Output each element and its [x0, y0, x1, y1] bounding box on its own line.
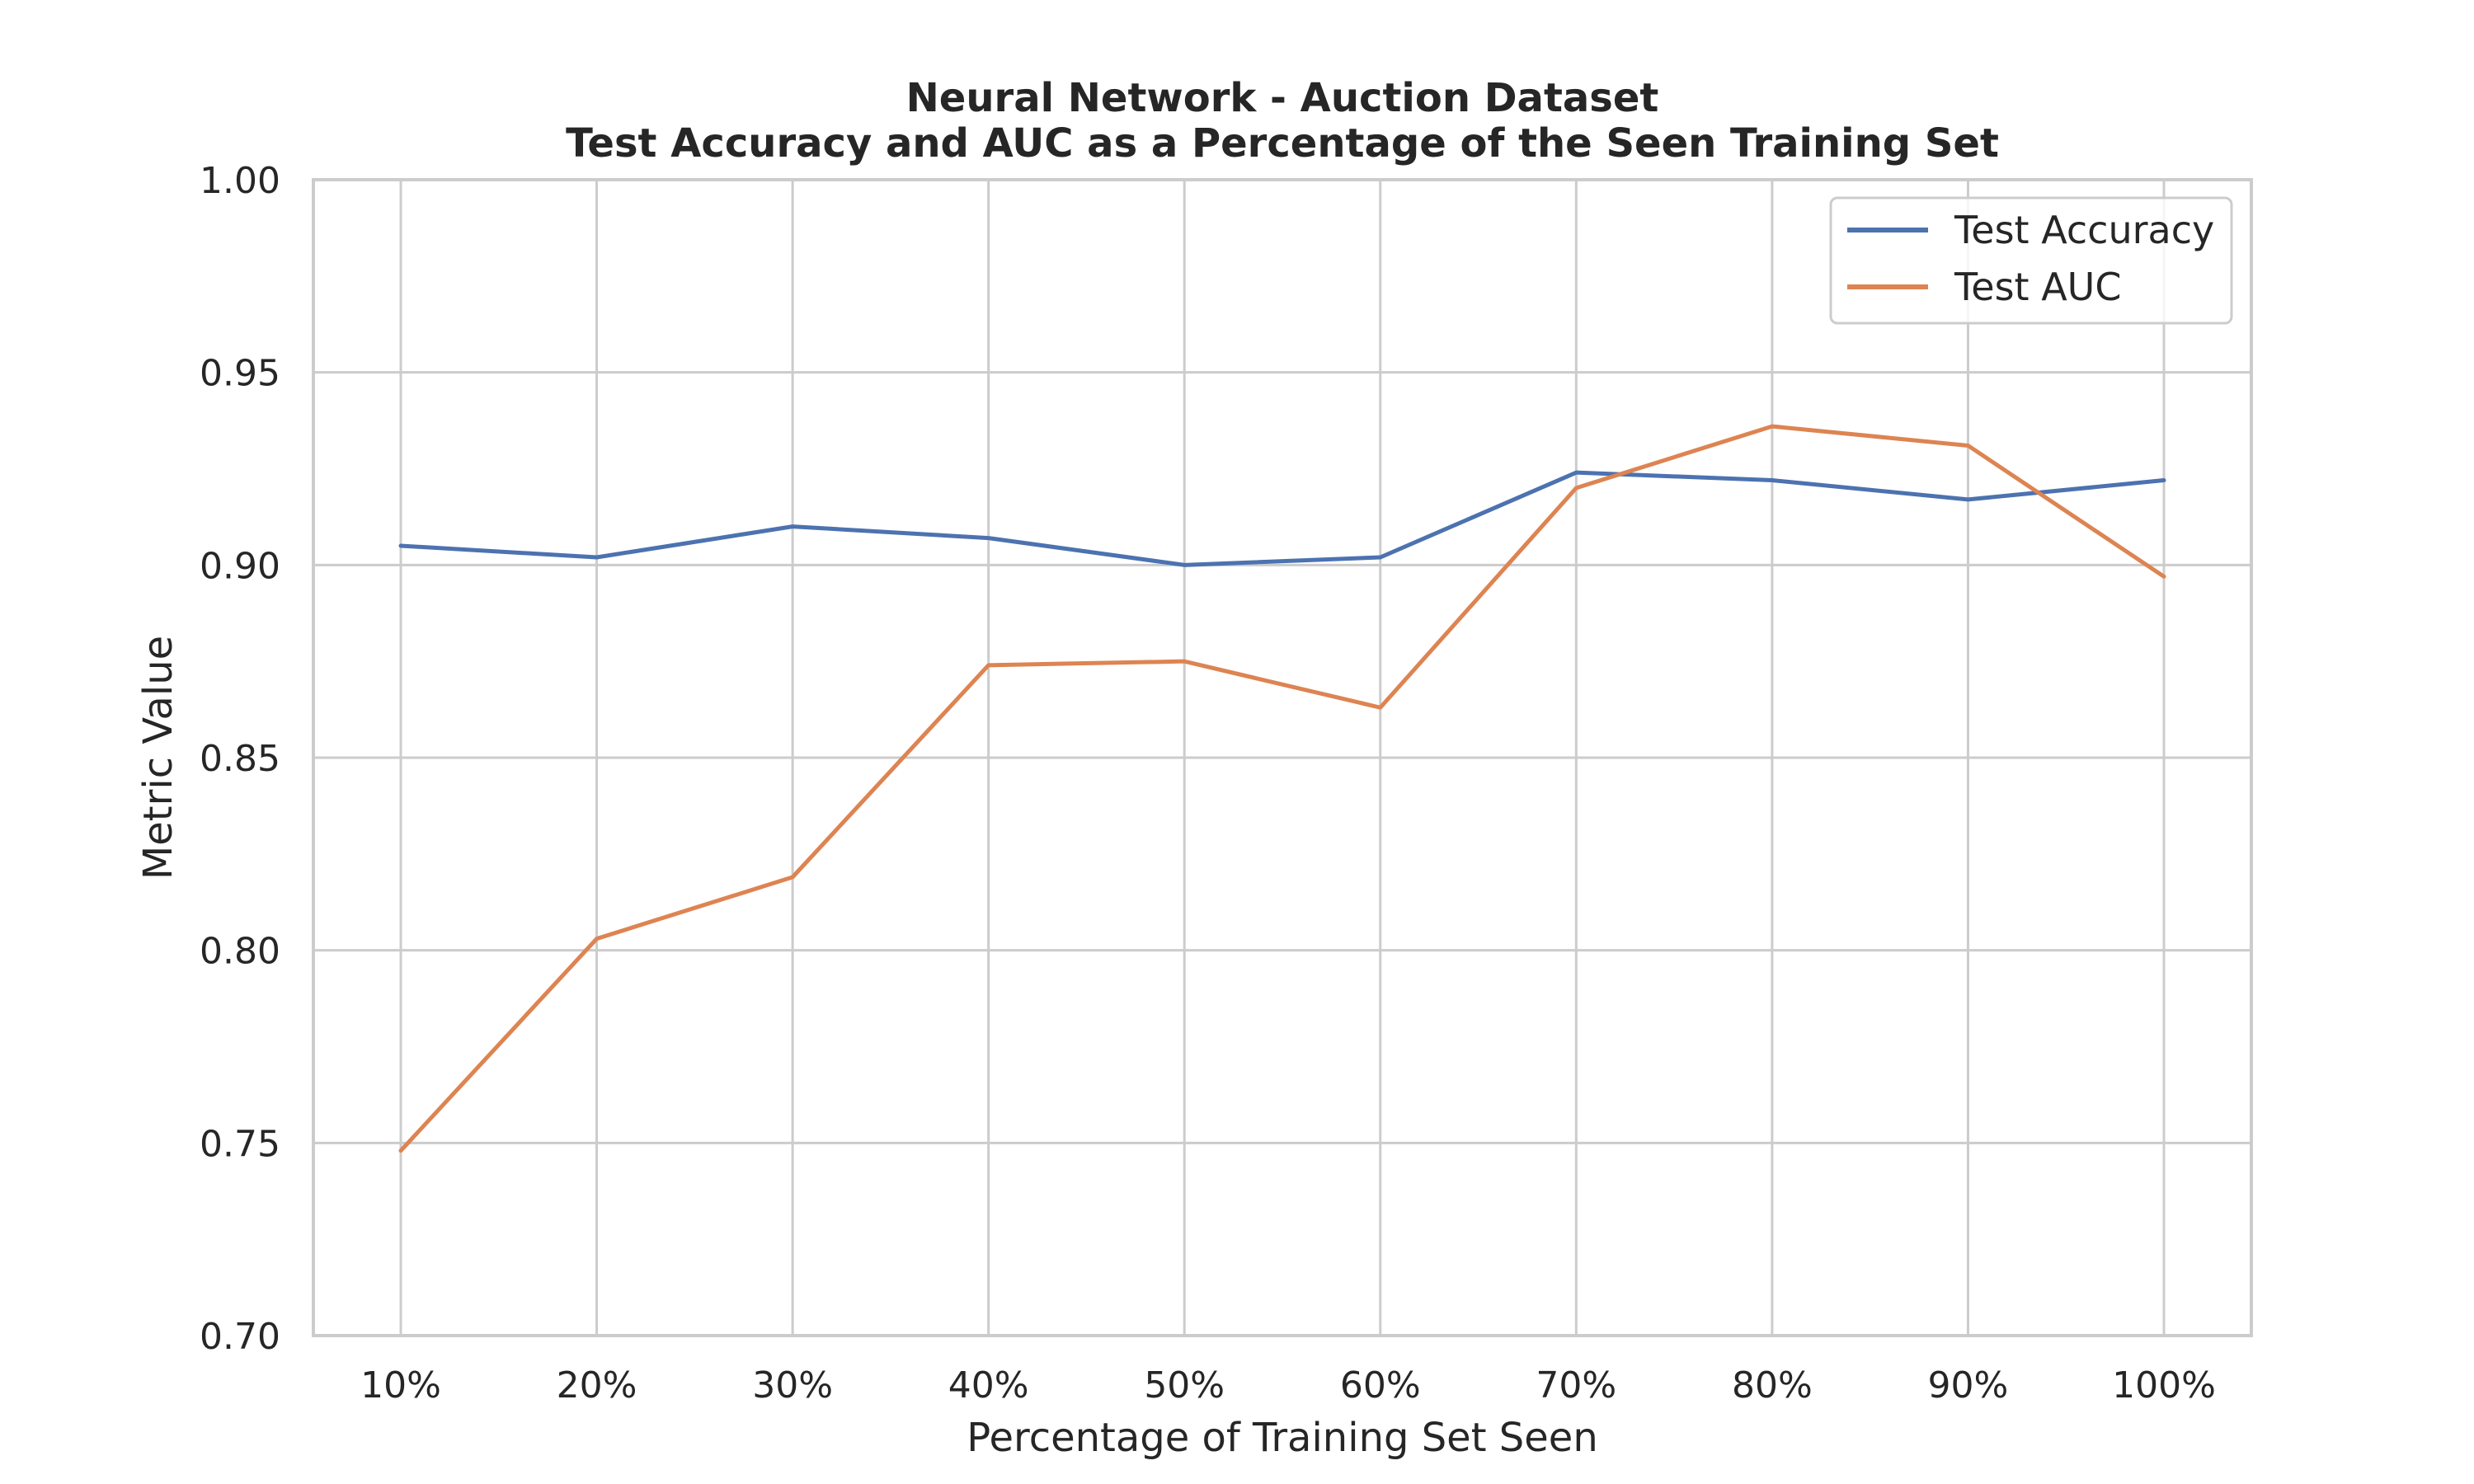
y-tick-label: 0.70 — [200, 1316, 280, 1358]
y-tick-label: 0.85 — [200, 738, 280, 780]
y-tick-label: 0.80 — [200, 931, 280, 973]
grid-lines — [313, 178, 2251, 1337]
series-line-test-auc — [398, 424, 2166, 1153]
legend: Test Accuracy Test AUC — [1829, 196, 2233, 325]
series-line-test-accuracy — [398, 470, 2166, 567]
x-tick-label: 100% — [2112, 1364, 2216, 1407]
y-tick-labels: 0.70 0.75 0.80 0.85 0.90 0.95 1.00 — [200, 160, 280, 1358]
x-tick-label: 20% — [557, 1364, 637, 1407]
x-tick-label: 40% — [948, 1364, 1029, 1407]
x-tick-label: 50% — [1144, 1364, 1225, 1407]
y-tick-label: 0.95 — [200, 353, 280, 395]
chart-title: Neural Network - Auction Dataset — [906, 75, 1659, 121]
legend-box — [1829, 196, 2233, 325]
y-axis-label: Metric Value — [135, 636, 181, 880]
chart-subtitle: Test Accuracy and AUC as a Percentage of… — [566, 120, 1999, 167]
x-tick-label: 70% — [1536, 1364, 1616, 1407]
x-tick-label: 10% — [360, 1364, 441, 1407]
y-tick-label: 0.75 — [200, 1123, 280, 1165]
plot-area-frame — [312, 178, 2253, 1337]
y-tick-label: 1.00 — [200, 160, 280, 202]
x-tick-label: 80% — [1732, 1364, 1813, 1407]
series-layer — [398, 424, 2166, 1153]
y-tick-label: 0.90 — [200, 545, 280, 587]
x-axis-label: Percentage of Training Set Seen — [967, 1415, 1598, 1461]
legend-label-test-accuracy: Test Accuracy — [1954, 208, 2214, 252]
legend-label-test-auc: Test AUC — [1954, 265, 2121, 309]
x-tick-labels: 10% 20% 30% 40% 50% 60% 70% 80% 90% 100% — [360, 1364, 2216, 1407]
x-tick-label: 90% — [1928, 1364, 2009, 1407]
x-tick-label: 60% — [1340, 1364, 1421, 1407]
x-tick-label: 30% — [752, 1364, 833, 1407]
